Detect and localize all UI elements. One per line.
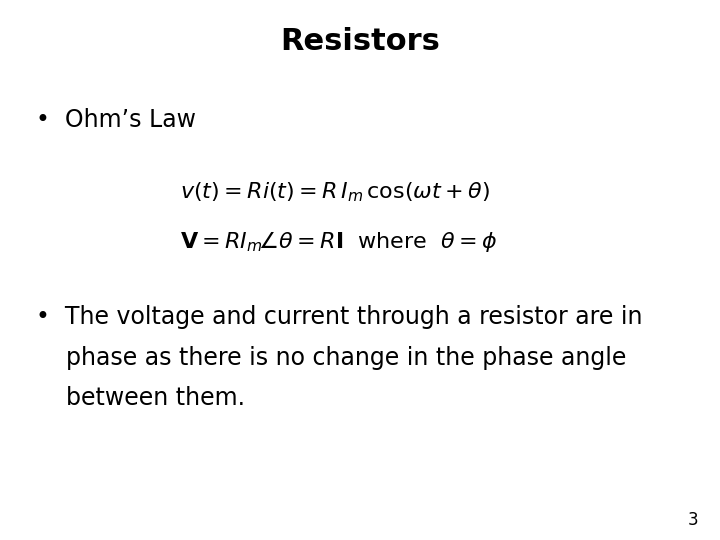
Text: •  Ohm’s Law: • Ohm’s Law [36, 108, 196, 132]
Text: between them.: between them. [36, 386, 245, 410]
Text: Resistors: Resistors [280, 27, 440, 56]
Text: phase as there is no change in the phase angle: phase as there is no change in the phase… [36, 346, 626, 369]
Text: •  The voltage and current through a resistor are in: • The voltage and current through a resi… [36, 305, 642, 329]
Text: $\mathbf{V} = RI_m\!\angle\theta = R\mathbf{I}$  where  $\theta = \phi$: $\mathbf{V} = RI_m\!\angle\theta = R\mat… [180, 230, 498, 254]
Text: $v(t) = Ri(t) = R\,I_m\,\cos(\omega t + \theta)$: $v(t) = Ri(t) = R\,I_m\,\cos(\omega t + … [180, 181, 490, 205]
Text: 3: 3 [688, 511, 698, 529]
